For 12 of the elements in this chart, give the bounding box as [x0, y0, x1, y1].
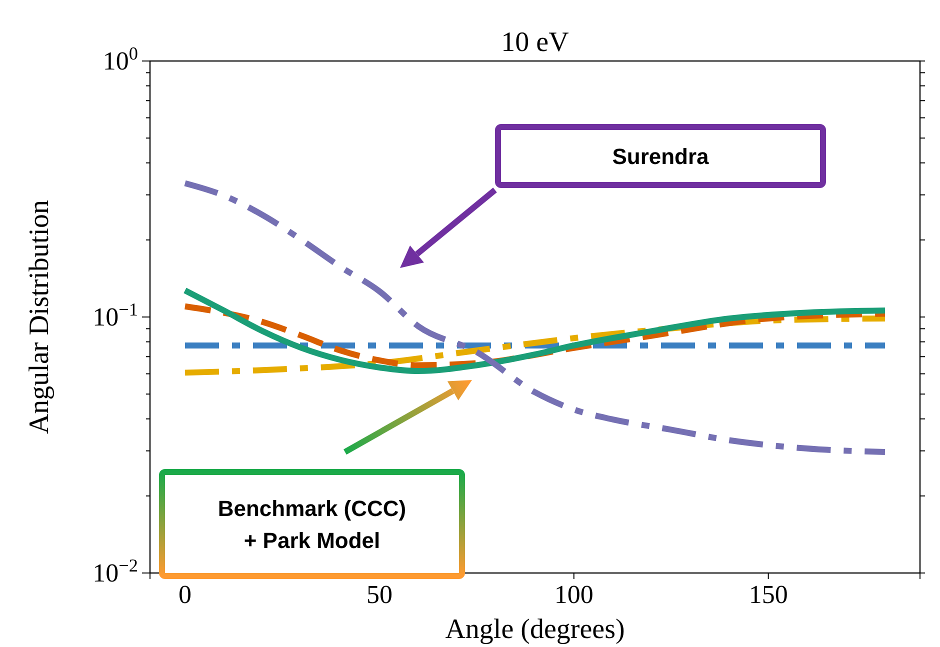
- x-tick-label: 0: [178, 580, 192, 609]
- x-tick-label: 50: [366, 580, 392, 609]
- y-tick-label: 10$^{−1}$: [92, 299, 138, 332]
- y-axis-title: Angular Distribution: [24, 200, 55, 434]
- chart-title: 10 eV: [501, 27, 569, 58]
- x-tick-label: 150: [748, 580, 788, 609]
- y-tick-label: 10$^{0}$: [102, 43, 138, 76]
- annotation: Benchmark (CCC) + Park Model: [218, 496, 406, 553]
- x-axis-title: Angle (degrees): [445, 614, 625, 645]
- x-tick-label: 100: [554, 580, 594, 609]
- y-tick-label: 10$^{−2}$: [92, 555, 138, 588]
- annotation: Surendra: [612, 144, 710, 169]
